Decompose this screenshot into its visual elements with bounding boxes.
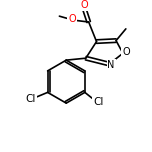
Text: O: O: [68, 14, 76, 24]
Text: Cl: Cl: [93, 97, 104, 107]
Text: N: N: [107, 60, 115, 70]
Text: O: O: [80, 0, 88, 10]
Text: O: O: [122, 47, 130, 57]
Text: Cl: Cl: [26, 94, 36, 104]
